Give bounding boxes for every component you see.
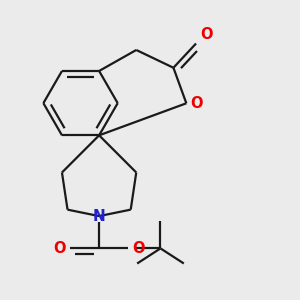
- Text: O: O: [190, 96, 203, 111]
- Text: O: O: [200, 27, 212, 42]
- Text: O: O: [54, 241, 66, 256]
- Text: N: N: [93, 208, 106, 224]
- Text: O: O: [132, 241, 145, 256]
